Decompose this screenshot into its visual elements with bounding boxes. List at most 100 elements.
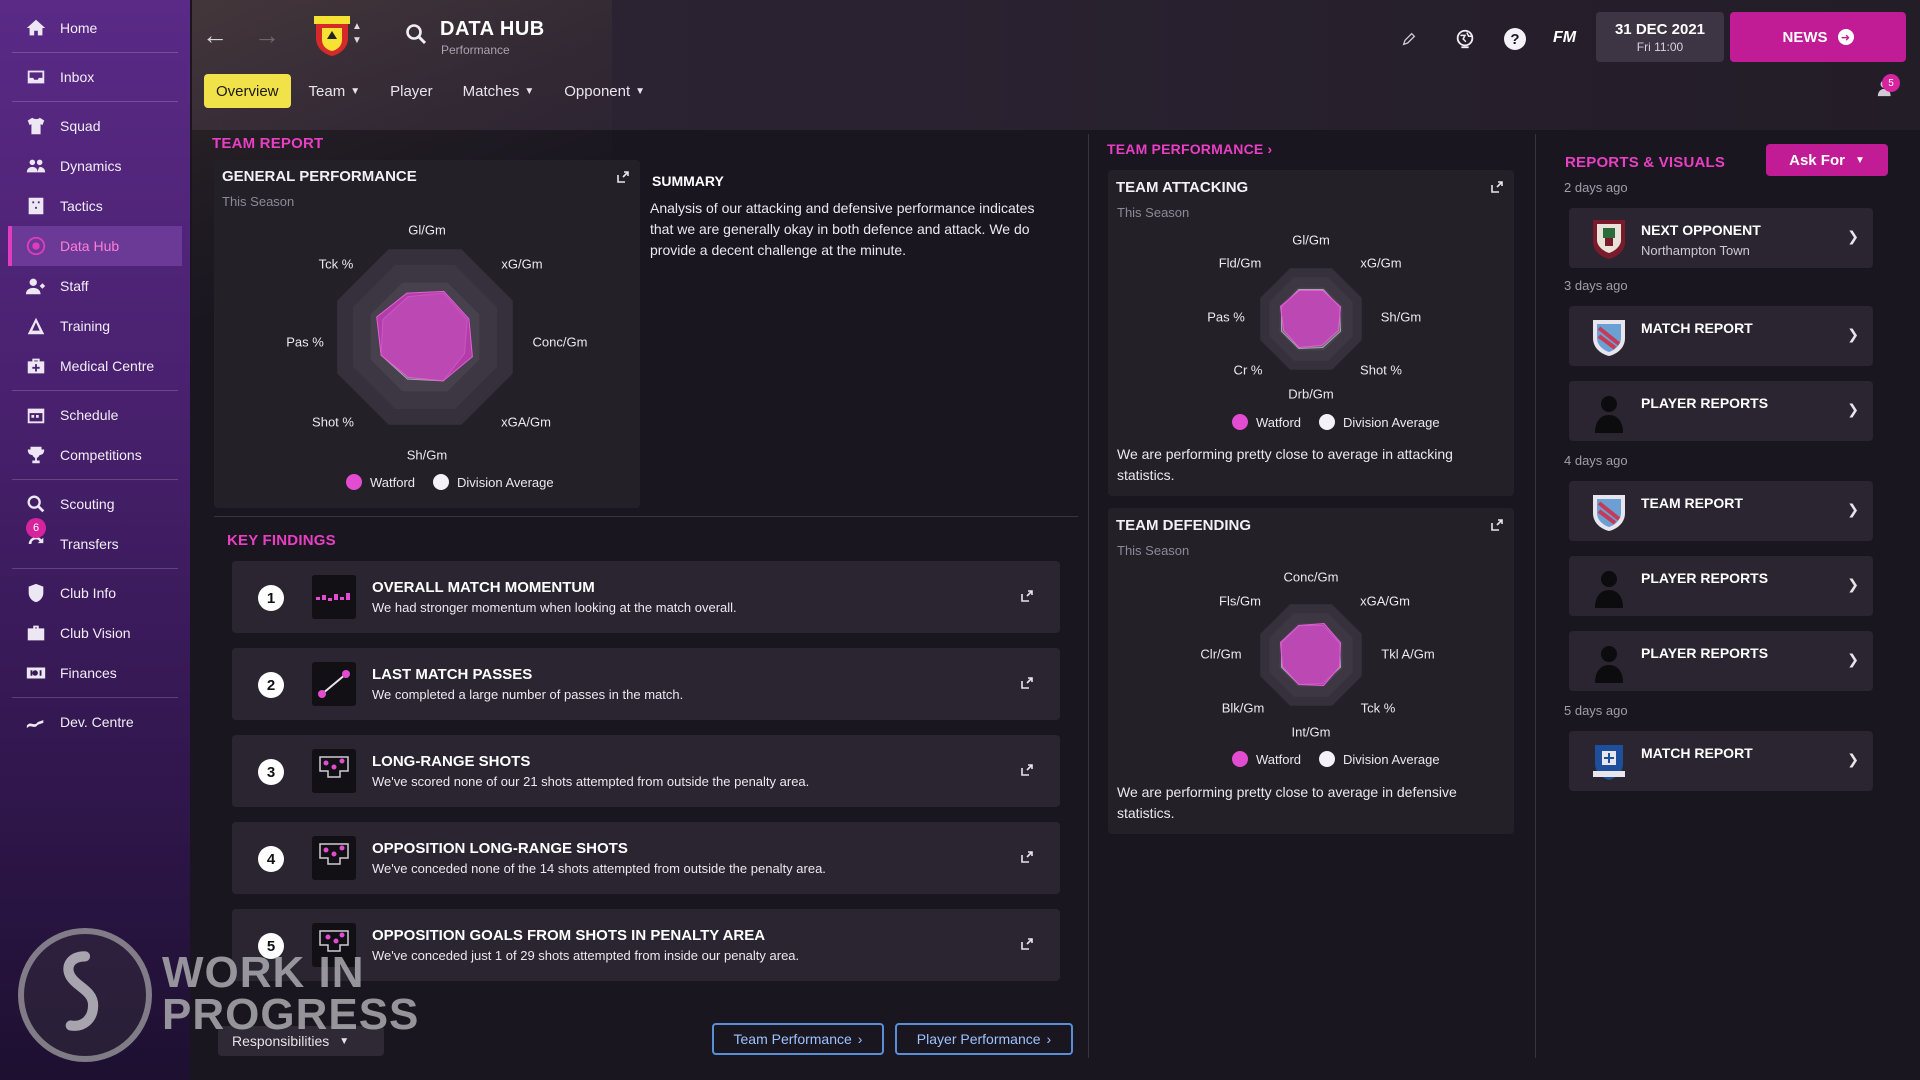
- tab-label: Team: [308, 82, 346, 100]
- report-title: PLAYER REPORTS: [1641, 645, 1769, 661]
- radar-axis-label: Blk/Gm: [1221, 700, 1265, 716]
- forward-arrow-icon[interactable]: →: [254, 19, 280, 50]
- trophy-icon: [24, 443, 48, 467]
- radar-axis-label: xG/Gm: [1360, 255, 1402, 271]
- report-date-label: 3 days ago: [1564, 278, 1628, 293]
- expand-icon[interactable]: [616, 170, 630, 184]
- watford-crest-icon[interactable]: [312, 14, 352, 58]
- team-attacking-panel: TEAM ATTACKING This Season We are perfor…: [1108, 170, 1514, 496]
- search-icon[interactable]: [404, 22, 428, 46]
- report-item-next-opponent[interactable]: NEXT OPPONENT Northampton Town ❯: [1569, 208, 1873, 268]
- radar-axis-label: xG/Gm: [501, 256, 543, 272]
- expand-icon[interactable]: [1020, 676, 1034, 690]
- radar-axis-label: Gl/Gm: [408, 222, 446, 238]
- team-report-heading[interactable]: TEAM REPORT: [212, 135, 324, 152]
- legend-label: Watford: [370, 474, 416, 490]
- sidebar-divider: [12, 390, 178, 391]
- expand-icon[interactable]: [1490, 180, 1504, 194]
- report-item-team-report[interactable]: TEAM REPORT ❯: [1569, 481, 1873, 541]
- report-item-match-report[interactable]: MATCH REPORT ❯: [1569, 731, 1873, 791]
- shot-map-icon: [312, 923, 356, 967]
- help-icon[interactable]: ?: [1502, 26, 1528, 52]
- sidebar-item-label: Club Vision: [60, 625, 131, 641]
- pencil-icon[interactable]: [1396, 26, 1422, 52]
- sidebar-item-finances[interactable]: Finances: [8, 653, 182, 693]
- sidebar-item-medical-centre[interactable]: Medical Centre: [8, 346, 182, 386]
- expand-icon[interactable]: [1020, 850, 1034, 864]
- radar-axis-label: Tck %: [318, 256, 354, 272]
- sidebar-item-label: Dev. Centre: [60, 714, 134, 730]
- finding-description: We completed a large number of passes in…: [372, 687, 684, 702]
- tab-overview[interactable]: Overview: [204, 74, 291, 108]
- globe-icon[interactable]: [1452, 26, 1478, 52]
- finding-number: 1: [258, 585, 284, 611]
- people-icon: [24, 154, 48, 178]
- sidebar-item-home[interactable]: Home: [8, 8, 182, 48]
- radar-axis-label: Fld/Gm: [1218, 255, 1262, 271]
- radar-axis-label: Cr %: [1233, 362, 1263, 378]
- key-findings-heading: KEY FINDINGS: [227, 532, 336, 549]
- finding-item[interactable]: 2 LAST MATCH PASSES We completed a large…: [232, 648, 1060, 720]
- search-icon: [24, 492, 48, 516]
- expand-icon[interactable]: [1020, 589, 1034, 603]
- back-arrow-icon[interactable]: ←: [202, 19, 228, 50]
- tab-player[interactable]: Player: [378, 74, 445, 108]
- news-button[interactable]: NEWS ➜: [1730, 12, 1906, 62]
- player-silhouette-icon: [1595, 571, 1623, 608]
- team-performance-button[interactable]: Team Performance ›: [712, 1023, 884, 1055]
- finding-item[interactable]: 1 OVERALL MATCH MOMENTUM We had stronger…: [232, 561, 1060, 633]
- finding-item[interactable]: 4 OPPOSITION LONG-RANGE SHOTS We've conc…: [232, 822, 1060, 894]
- chevron-right-icon: ❯: [1847, 651, 1859, 667]
- sidebar-item-staff[interactable]: Staff: [8, 266, 182, 306]
- legend-label: Division Average: [1343, 414, 1440, 430]
- sidebar-item-label: Tactics: [60, 198, 103, 214]
- report-date-label: 2 days ago: [1564, 180, 1628, 195]
- expand-icon[interactable]: [1490, 518, 1504, 532]
- sidebar-item-competitions[interactable]: Competitions: [8, 435, 182, 475]
- sidebar-item-inbox[interactable]: Inbox: [8, 57, 182, 97]
- report-title: TEAM REPORT: [1641, 495, 1743, 511]
- club-switch-chevrons-icon[interactable]: ▲ ▼: [352, 21, 362, 46]
- sidebar-item-tactics[interactable]: Tactics: [8, 186, 182, 226]
- club-crest-icon: [1593, 495, 1625, 531]
- tab-team[interactable]: Team ▼: [297, 74, 373, 108]
- finding-title: OVERALL MATCH MOMENTUM: [372, 579, 595, 596]
- sidebar-item-scouting[interactable]: Scouting: [8, 484, 182, 524]
- sidebar-item-dev-centre[interactable]: Dev. Centre: [8, 702, 182, 742]
- radar-axis-label: Conc/Gm: [532, 334, 588, 350]
- tab-label: Overview: [216, 82, 279, 100]
- report-date-label: 4 days ago: [1564, 453, 1628, 468]
- sidebar-item-data-hub[interactable]: Data Hub: [8, 226, 182, 266]
- sidebar-item-club-vision[interactable]: Club Vision: [8, 613, 182, 653]
- team-attacking-radar-chart: [1260, 268, 1362, 370]
- fm-logo[interactable]: FM: [1553, 29, 1577, 46]
- briefcase-icon: [24, 621, 48, 645]
- responsibilities-dropdown[interactable]: Responsibilities ▼: [218, 1026, 384, 1056]
- report-item-player-reports[interactable]: PLAYER REPORTS ❯: [1569, 556, 1873, 616]
- finding-item[interactable]: 5 OPPOSITION GOALS FROM SHOTS IN PENALTY…: [232, 909, 1060, 981]
- sidebar-item-squad[interactable]: Squad: [8, 106, 182, 146]
- report-item-player-reports[interactable]: PLAYER REPORTS ❯: [1569, 381, 1873, 441]
- continue-date-button[interactable]: 31 DEC 2021 Fri 11:00: [1596, 12, 1724, 62]
- home-icon: [24, 16, 48, 40]
- team-performance-link[interactable]: TEAM PERFORMANCE ›: [1107, 141, 1272, 157]
- player-silhouette-icon: [1595, 396, 1623, 433]
- tab-matches[interactable]: Matches ▼: [451, 74, 547, 108]
- ask-for-button[interactable]: Ask For ▼: [1766, 144, 1888, 176]
- sidebar-item-club-info[interactable]: Club Info: [8, 573, 182, 613]
- player-performance-button[interactable]: Player Performance ›: [895, 1023, 1073, 1055]
- sidebar-item-label: Data Hub: [60, 238, 120, 254]
- sidebar-item-dynamics[interactable]: Dynamics: [8, 146, 182, 186]
- radar-axis-label: xGA/Gm: [501, 414, 551, 430]
- report-item-player-reports[interactable]: PLAYER REPORTS ❯: [1569, 631, 1873, 691]
- expand-icon[interactable]: [1020, 763, 1034, 777]
- sidebar-item-schedule[interactable]: Schedule: [8, 395, 182, 435]
- report-item-match-report[interactable]: MATCH REPORT ❯: [1569, 306, 1873, 366]
- sidebar-item-transfers[interactable]: 6 Transfers: [8, 518, 182, 564]
- expand-icon[interactable]: [1020, 937, 1034, 951]
- sidebar-divider: [12, 697, 178, 698]
- tab-opponent[interactable]: Opponent ▼: [552, 74, 657, 108]
- sidebar-item-training[interactable]: Training: [8, 306, 182, 346]
- finding-item[interactable]: 3 LONG-RANGE SHOTS We've scored none of …: [232, 735, 1060, 807]
- dev-centre-icon: [24, 710, 48, 734]
